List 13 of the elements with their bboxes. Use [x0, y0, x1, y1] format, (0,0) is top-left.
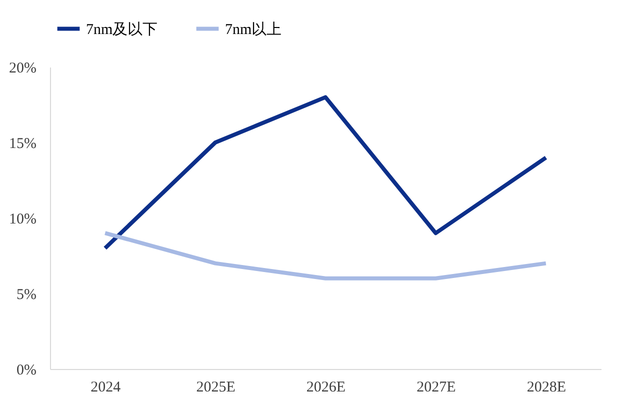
legend-label: 7nm及以下 — [86, 20, 158, 38]
y-tick-label: 15% — [9, 136, 36, 152]
x-tick-label: 2025E — [196, 380, 236, 396]
line-series — [103, 95, 548, 250]
x-tick-label: 2028E — [526, 380, 566, 396]
y-tick-label: 5% — [16, 287, 36, 303]
y-tick-label: 0% — [16, 362, 36, 378]
x-tick-label: 2026E — [306, 380, 346, 396]
legend-label: 7nm以上 — [225, 20, 282, 38]
x-tick-label: 2027E — [416, 380, 456, 396]
y-tick-label: 20% — [9, 60, 36, 76]
y-tick-label: 10% — [9, 212, 36, 228]
x-tick-label: 2024 — [90, 380, 122, 396]
